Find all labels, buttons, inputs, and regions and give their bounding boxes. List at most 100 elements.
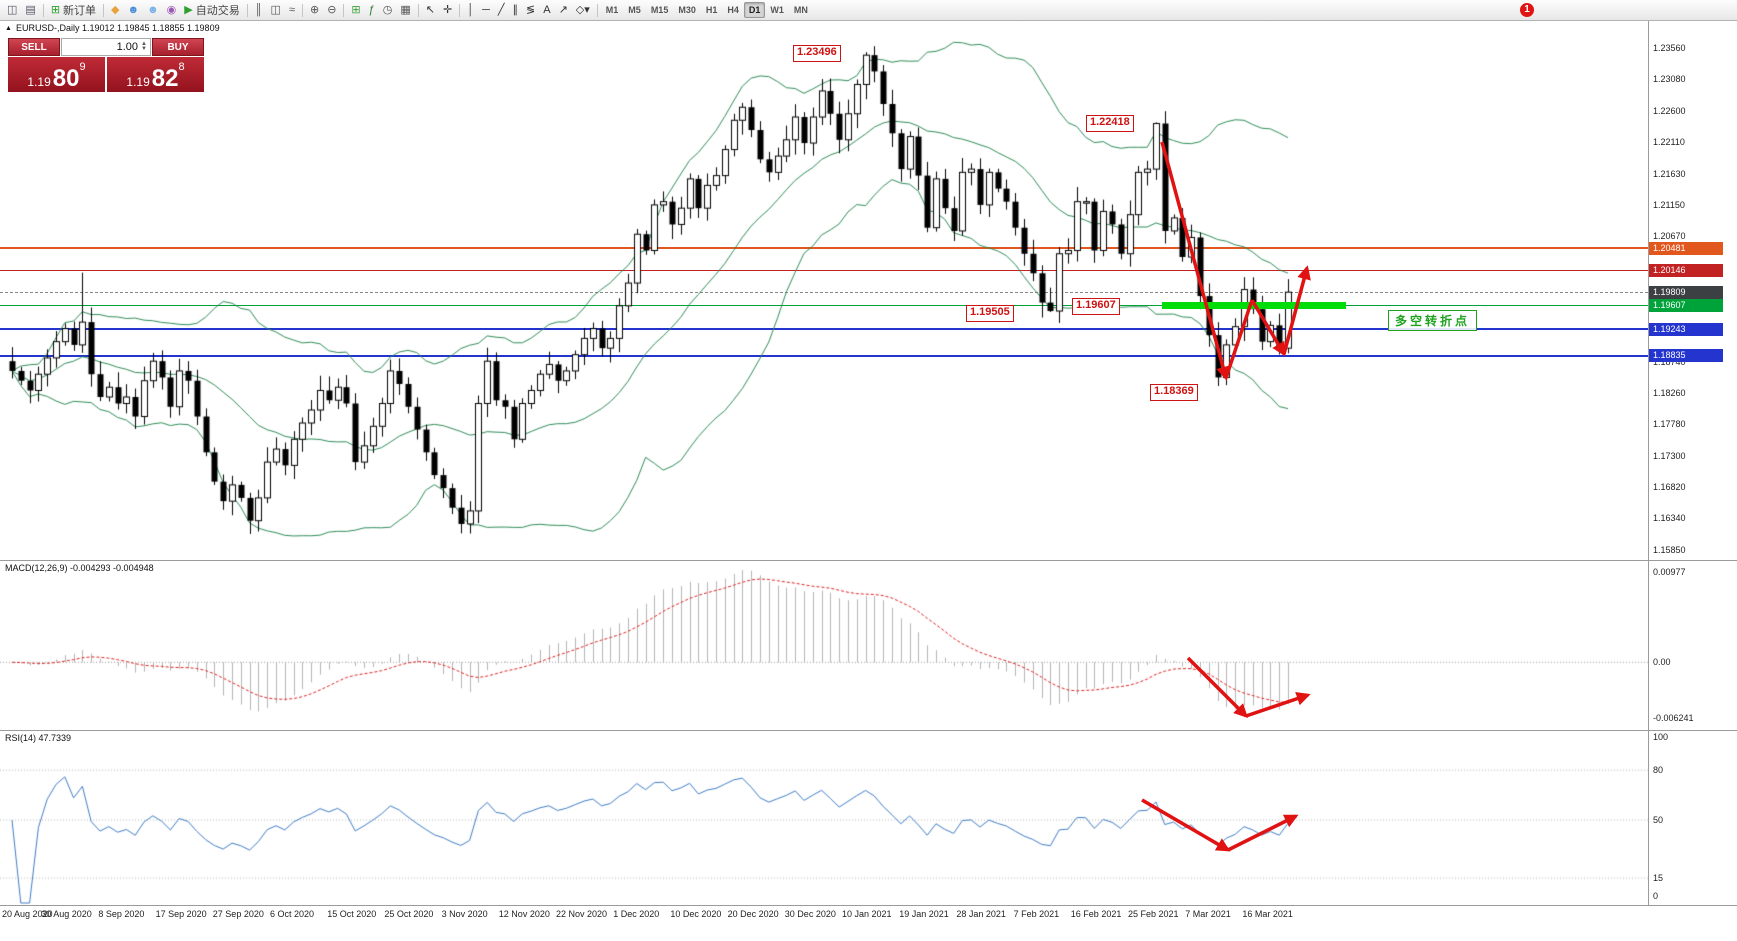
price-tick: 1.15850	[1653, 545, 1686, 555]
fibonacci-icon[interactable]: ≶	[522, 1, 539, 20]
one-click-trading-panel: SELL 1.00 ▲ ▼ BUY 1.19 80 9 1.19 82 8	[8, 38, 204, 92]
shapes-dropdown-icon[interactable]: ◇▾	[572, 1, 594, 20]
buy-price-tile[interactable]: 1.19 82 8	[107, 57, 204, 92]
horizontal-line-icon[interactable]: ─	[478, 1, 494, 20]
timeframe-m15-button[interactable]: M15	[650, 5, 669, 15]
timeframe-d1-button[interactable]: D1	[743, 2, 766, 18]
timeframe-m30-button[interactable]: M30	[678, 5, 696, 15]
community-icon[interactable]: ☻	[143, 1, 163, 20]
date-label: 8 Sep 2020	[98, 909, 145, 919]
chart-window-icon[interactable]: ◫	[3, 1, 21, 20]
tile-windows-icon[interactable]: ⊞	[347, 1, 364, 20]
rsi-scale-tick: 0	[1653, 891, 1659, 901]
sell-price-tile[interactable]: 1.19 80 9	[8, 57, 105, 92]
zoom-in-icon-glyph: ⊕	[309, 3, 320, 16]
macd-scale-tick: 0.00977	[1653, 567, 1686, 577]
cursor-icon[interactable]: ↖	[422, 1, 439, 20]
candlestick-chart-icon[interactable]: ◫	[267, 1, 285, 20]
date-label: 7 Feb 2021	[1013, 909, 1060, 919]
arrow-object-icon[interactable]: ↗	[555, 1, 572, 20]
date-label: 30 Aug 2020	[41, 909, 92, 919]
notification-badge[interactable]: 1	[1520, 3, 1534, 17]
text-label-icon[interactable]: A	[539, 1, 554, 20]
chart-profiles-icon[interactable]: ▤	[21, 1, 39, 20]
price-tick: 1.17780	[1653, 419, 1686, 430]
date-label: 17 Sep 2020	[155, 909, 207, 919]
vertical-line-icon[interactable]: │	[463, 1, 478, 20]
autotrading-button[interactable]: ▶ 自动交易	[180, 1, 243, 20]
indicators-icon[interactable]: ƒ	[365, 1, 379, 20]
arrow-object-icon-glyph: ↗	[558, 3, 568, 16]
toolbar-separator	[417, 3, 419, 17]
date-label: 25 Oct 2020	[384, 909, 434, 919]
zoom-in-icon[interactable]: ⊕	[306, 1, 323, 20]
price-badge-1.19243: 1.19243	[1649, 322, 1723, 336]
price-annotation-1.22418[interactable]: 1.22418	[1086, 115, 1134, 132]
price-annotation-1.19505[interactable]: 1.19505	[966, 305, 1014, 322]
chart-window-icon-glyph: ◫	[7, 3, 18, 16]
price-tick: 1.21630	[1653, 168, 1686, 179]
date-label: 28 Jan 2021	[956, 909, 1006, 919]
date-label: 20 Dec 2020	[727, 909, 779, 919]
timeframe-h1-button[interactable]: H1	[705, 5, 718, 15]
price-annotation-1.18369[interactable]: 1.18369	[1150, 384, 1198, 401]
rsi-scale-tick: 15	[1653, 873, 1664, 884]
price-tick: 1.16340	[1653, 513, 1686, 524]
zoom-out-icon[interactable]: ⊖	[323, 1, 340, 20]
shapes-dropdown-icon-glyph: ◇▾	[575, 3, 590, 16]
timeframe-h4-button[interactable]: H4	[727, 5, 739, 15]
pivot-flag-label[interactable]: 多空转折点	[1388, 310, 1478, 331]
line-chart-icon[interactable]: ≈	[285, 1, 299, 20]
price-badge-1.20146: 1.20146	[1649, 263, 1723, 277]
date-label: 6 Oct 2020	[270, 909, 315, 919]
date-label: 30 Dec 2020	[784, 909, 836, 919]
timeframe-mn-button[interactable]: MN	[793, 5, 808, 15]
panel-splitter-macd[interactable]	[0, 560, 1737, 561]
price-annotation-1.19607[interactable]: 1.19607	[1072, 298, 1120, 315]
autotrading-button-label: 自动交易	[195, 5, 240, 17]
price-axis-border	[1648, 20, 1649, 905]
timeframe-m5-button[interactable]: M5	[628, 5, 641, 15]
autotrading-button-glyph: ▶	[184, 3, 193, 16]
trendline-icon-glyph: ╱	[497, 3, 505, 16]
sell-button[interactable]: SELL	[8, 38, 60, 56]
timeframe-w1-button[interactable]: W1	[770, 5, 784, 15]
volume-up-icon[interactable]: ▲	[141, 41, 147, 47]
crosshair-icon[interactable]: ✛	[439, 1, 456, 20]
price-tick: 1.16820	[1653, 481, 1686, 492]
chat-icon[interactable]: ☻	[124, 1, 144, 20]
buy-button[interactable]: BUY	[152, 38, 204, 56]
pivot-highlight-bar[interactable]	[1162, 301, 1346, 309]
trendline-icon[interactable]: ╱	[494, 1, 509, 20]
rsi-scale-tick: 100	[1653, 732, 1669, 742]
volume-input[interactable]: 1.00 ▲ ▼	[61, 38, 151, 56]
period-clock-icon-glyph: ◷	[382, 3, 393, 16]
collapse-arrow-icon[interactable]: ▲	[5, 24, 12, 32]
panel-splitter-rsi[interactable]	[0, 730, 1737, 731]
market-icon[interactable]: ◉	[163, 1, 181, 20]
channel-icon[interactable]: ∥	[509, 1, 523, 20]
timeframe-m1-button[interactable]: M1	[605, 5, 619, 15]
horizontal-line-icon-glyph: ─	[482, 3, 490, 16]
sell-price-main: 1.19	[27, 75, 51, 89]
metaquotes-icon-glyph: ◆	[111, 3, 120, 16]
price-tick: 1.23080	[1653, 74, 1686, 85]
vertical-line-icon-glyph: │	[467, 3, 475, 16]
volume-down-icon[interactable]: ▼	[141, 46, 147, 52]
volume-spinner[interactable]: ▲ ▼	[141, 41, 147, 52]
indicators-icon-glyph: ƒ	[368, 3, 375, 16]
new-order-button[interactable]: ⊞ 新订单	[47, 1, 100, 20]
metaquotes-icon[interactable]: ◆	[107, 1, 123, 20]
date-label: 15 Oct 2020	[327, 909, 377, 919]
zoom-out-icon-glyph: ⊖	[327, 3, 337, 16]
bar-chart-icon[interactable]: ║	[251, 1, 267, 20]
price-annotation-1.23496[interactable]: 1.23496	[793, 45, 841, 62]
buy-price-main: 1.19	[126, 75, 150, 89]
price-badge-1.19809: 1.19809	[1649, 285, 1723, 299]
period-clock-icon[interactable]: ◷	[379, 1, 397, 20]
tile-windows-icon-glyph: ⊞	[351, 3, 361, 16]
date-label: 3 Nov 2020	[441, 909, 488, 919]
macd-scale-tick: 0.00	[1653, 657, 1671, 668]
templates-icon[interactable]: ▦	[396, 1, 414, 20]
